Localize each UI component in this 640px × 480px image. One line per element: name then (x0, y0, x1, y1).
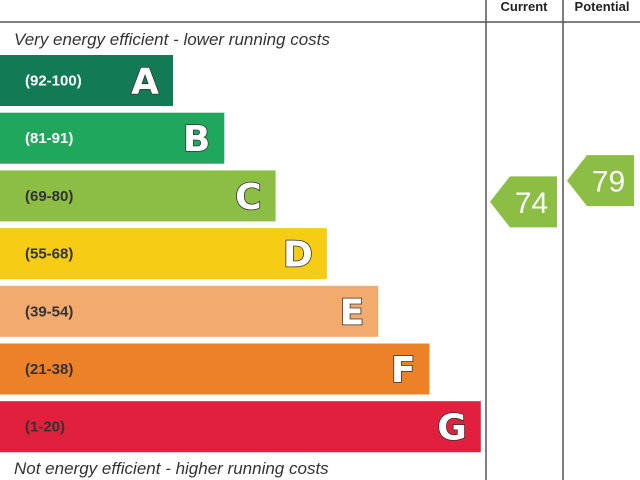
current-column-header: Current (501, 0, 549, 14)
band-letter-a: A (131, 62, 159, 103)
potential-rating-arrow: 79 (567, 155, 634, 207)
band-letter-d: D (283, 235, 313, 276)
band-letter-b: B (183, 119, 210, 160)
rating-bands: (92-100) A (81-91) B (69-80) C (55-68) D (39-54)… (0, 55, 481, 453)
top-note: Very energy efficient - lower running co… (14, 30, 330, 49)
potential-rating-arrow-shape (567, 155, 634, 207)
band-bar-e (0, 285, 379, 337)
band-bar-a (0, 55, 173, 106)
current-rating-arrow: 74 (490, 176, 557, 228)
band-range-e: (39-54) (25, 303, 73, 320)
current-rating-arrow-shape (490, 176, 557, 228)
band-letter-c: C (235, 177, 261, 218)
band-range-c: (69-80) (25, 188, 73, 205)
band-letter-g: G (437, 408, 467, 449)
band-bar-c (0, 170, 276, 222)
band-bar-g (0, 401, 481, 453)
potential-column-header: Potential (575, 0, 630, 14)
band-letter-f: F (391, 350, 416, 391)
band-range-d: (55-68) (25, 246, 73, 263)
band-bar-b (0, 112, 225, 164)
potential-rating-value: 79 (592, 166, 625, 199)
band-range-b: (81-91) (25, 130, 73, 147)
band-range-g: (1-20) (25, 419, 65, 436)
current-rating-value: 74 (515, 187, 548, 220)
band-bar-d (0, 228, 327, 280)
band-range-f: (21-38) (25, 361, 73, 378)
band-letter-e: E (340, 292, 365, 333)
band-bar-f (0, 343, 430, 395)
band-range-a: (92-100) (25, 73, 82, 90)
bottom-note: Not energy efficient - higher running co… (14, 459, 329, 478)
